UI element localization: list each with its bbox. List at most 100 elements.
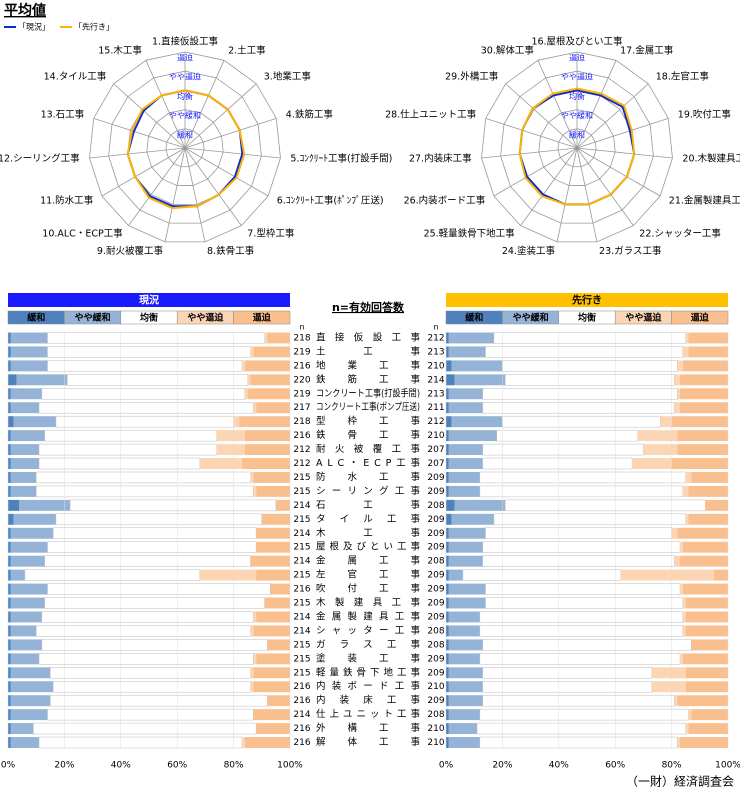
bar-segment bbox=[677, 737, 681, 748]
bar-segment bbox=[10, 653, 40, 665]
bar-segment bbox=[688, 485, 728, 497]
spoke bbox=[113, 83, 186, 149]
bar-segment bbox=[688, 723, 728, 735]
bar-segment bbox=[8, 485, 11, 497]
bar-segment bbox=[270, 583, 290, 595]
grid-ring bbox=[165, 128, 205, 168]
axis-label: 17.金属工事 bbox=[620, 45, 674, 57]
bar-segment bbox=[448, 639, 483, 651]
spoke bbox=[576, 60, 617, 149]
axis-label: 6.ｺﾝｸﾘｰﾄ工事(ﾎﾟﾝﾌﾟ圧送) bbox=[277, 195, 384, 207]
row-label: シャッター工事 bbox=[316, 624, 420, 636]
spoke bbox=[184, 147, 281, 159]
n-value: 216 bbox=[293, 724, 310, 734]
n-value: 215 bbox=[293, 654, 310, 664]
bar-segment bbox=[446, 541, 449, 553]
row-label: 軽量鉄骨下地工事 bbox=[316, 666, 420, 678]
bar-segment bbox=[10, 667, 51, 679]
spoke bbox=[576, 83, 649, 149]
axis-label: 20.木製建具工事 bbox=[682, 153, 740, 165]
bar-segment bbox=[482, 443, 644, 456]
bar-segment bbox=[446, 597, 449, 609]
bar-segment bbox=[448, 388, 483, 400]
bar-segment bbox=[267, 695, 290, 707]
x-tick-label: 100% bbox=[277, 761, 303, 771]
bar-segment bbox=[688, 346, 728, 358]
n-value: 207 bbox=[427, 445, 444, 455]
bar-segment bbox=[448, 695, 483, 707]
n-value: 209 bbox=[427, 543, 444, 553]
bar-segment bbox=[682, 360, 728, 372]
bar-segment bbox=[448, 667, 483, 679]
bar-segment bbox=[446, 444, 449, 456]
bar-segment bbox=[685, 667, 728, 679]
bar-segment bbox=[10, 639, 42, 651]
row-label: ガラス工事 bbox=[316, 638, 420, 650]
bar-segment bbox=[8, 472, 11, 483]
axis-label: 9.耐火被覆工事 bbox=[97, 245, 164, 257]
n-value: 220 bbox=[293, 375, 310, 385]
bar-segment bbox=[680, 388, 728, 400]
spoke bbox=[576, 147, 661, 197]
bar-segment bbox=[680, 374, 728, 386]
bar-segment bbox=[651, 681, 686, 693]
n-value: 210 bbox=[427, 431, 444, 441]
bar-segment bbox=[462, 569, 622, 581]
bar-segment bbox=[8, 555, 11, 567]
bar-segment bbox=[242, 737, 245, 748]
bar-segment bbox=[250, 681, 254, 693]
n-value: 208 bbox=[427, 557, 444, 567]
bar-segment bbox=[502, 415, 661, 428]
bar-segment bbox=[50, 694, 268, 707]
bar-segment bbox=[691, 709, 728, 721]
bar-segment bbox=[38, 443, 217, 456]
bar-segment bbox=[250, 625, 254, 637]
x-tick-label: 0% bbox=[1, 761, 16, 771]
legend-label: 逼迫 bbox=[691, 312, 710, 324]
bar-segment bbox=[446, 527, 449, 539]
bar-segment bbox=[8, 430, 11, 442]
bar-segment bbox=[216, 444, 245, 456]
bar-segment bbox=[677, 527, 728, 539]
bar-segment bbox=[8, 360, 11, 372]
bar-segment bbox=[247, 374, 251, 386]
ring-label: やや逼迫 bbox=[561, 72, 593, 82]
n-header: n bbox=[299, 323, 304, 332]
bar-segment bbox=[482, 681, 653, 693]
bar-segment bbox=[253, 625, 290, 637]
legend-label: 「先行き」 bbox=[74, 22, 114, 32]
axis-label: 3.地業工事 bbox=[264, 71, 312, 83]
bar-segment bbox=[446, 388, 449, 400]
bar-segment bbox=[47, 541, 257, 553]
bar-segment bbox=[482, 694, 675, 707]
row-label: 耐火被覆工事 bbox=[316, 443, 420, 455]
bar-segment bbox=[479, 736, 678, 749]
bar-segment bbox=[38, 402, 254, 414]
bar-segment bbox=[660, 416, 672, 428]
panel-title: 先行き bbox=[572, 294, 602, 307]
bar-segment bbox=[446, 555, 449, 567]
bar-segment bbox=[674, 695, 678, 707]
bar-segment bbox=[448, 332, 494, 344]
bar-segment bbox=[35, 471, 251, 484]
spoke bbox=[184, 147, 206, 242]
axis-label: 1.直接仮設工事 bbox=[152, 36, 219, 48]
bar-segment bbox=[10, 485, 37, 497]
bar-segment bbox=[688, 332, 728, 344]
bar-segment bbox=[8, 695, 11, 707]
x-tick-label: 0% bbox=[439, 761, 454, 771]
ring-label: やや逼迫 bbox=[169, 72, 201, 82]
row-label: 吹付工事 bbox=[316, 583, 420, 595]
bar-segment bbox=[446, 569, 449, 581]
bar-segment bbox=[446, 737, 449, 748]
bar-segment bbox=[8, 709, 11, 721]
bar-segment bbox=[482, 555, 675, 567]
spoke bbox=[184, 60, 225, 149]
n-value: 214 bbox=[293, 501, 310, 511]
bar-segment bbox=[688, 513, 728, 525]
spoke bbox=[184, 147, 269, 197]
panel-title: 現況 bbox=[139, 294, 159, 307]
axis-label: 15.木工事 bbox=[98, 45, 142, 57]
axis-label: 30.解体工事 bbox=[481, 45, 535, 57]
x-tick-label: 20% bbox=[492, 761, 512, 771]
